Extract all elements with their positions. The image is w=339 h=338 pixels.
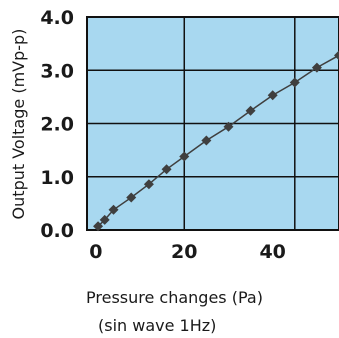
data-point: [223, 121, 234, 132]
y-axis-title: Output Voltage (mVp-p): [9, 29, 28, 220]
data-point: [289, 77, 300, 88]
data-point: [201, 135, 212, 146]
data-point: [161, 164, 172, 175]
data-point: [334, 50, 339, 61]
data-point: [99, 214, 110, 225]
y-tick-label: 2.0: [40, 114, 74, 136]
series-group: [93, 50, 339, 232]
x-tick-label: 0: [89, 241, 102, 263]
x-axis-title: Pressure changes (Pa): [86, 288, 263, 307]
data-point: [143, 179, 154, 190]
data-point: [267, 90, 278, 101]
data-point: [108, 204, 119, 215]
x-axis-subtitle: (sin wave 1Hz): [98, 316, 216, 335]
data-point: [245, 105, 256, 116]
y-tick-label: 3.0: [40, 60, 74, 82]
data-point: [311, 62, 322, 73]
x-tick-label: 40: [259, 241, 285, 263]
y-tick-label: 1.0: [40, 167, 74, 189]
data-point: [93, 221, 104, 232]
y-tick-label: 0.0: [40, 220, 74, 242]
y-tick-labels: 0.0 1.0 2.0 3.0 4.0: [40, 7, 74, 242]
y-tick-label: 4.0: [40, 7, 74, 29]
data-point: [126, 192, 137, 203]
grid-lines: [87, 17, 339, 230]
x-tick-labels: 0 20 40: [89, 241, 286, 263]
data-point: [179, 151, 190, 162]
x-tick-label: 20: [171, 241, 197, 263]
